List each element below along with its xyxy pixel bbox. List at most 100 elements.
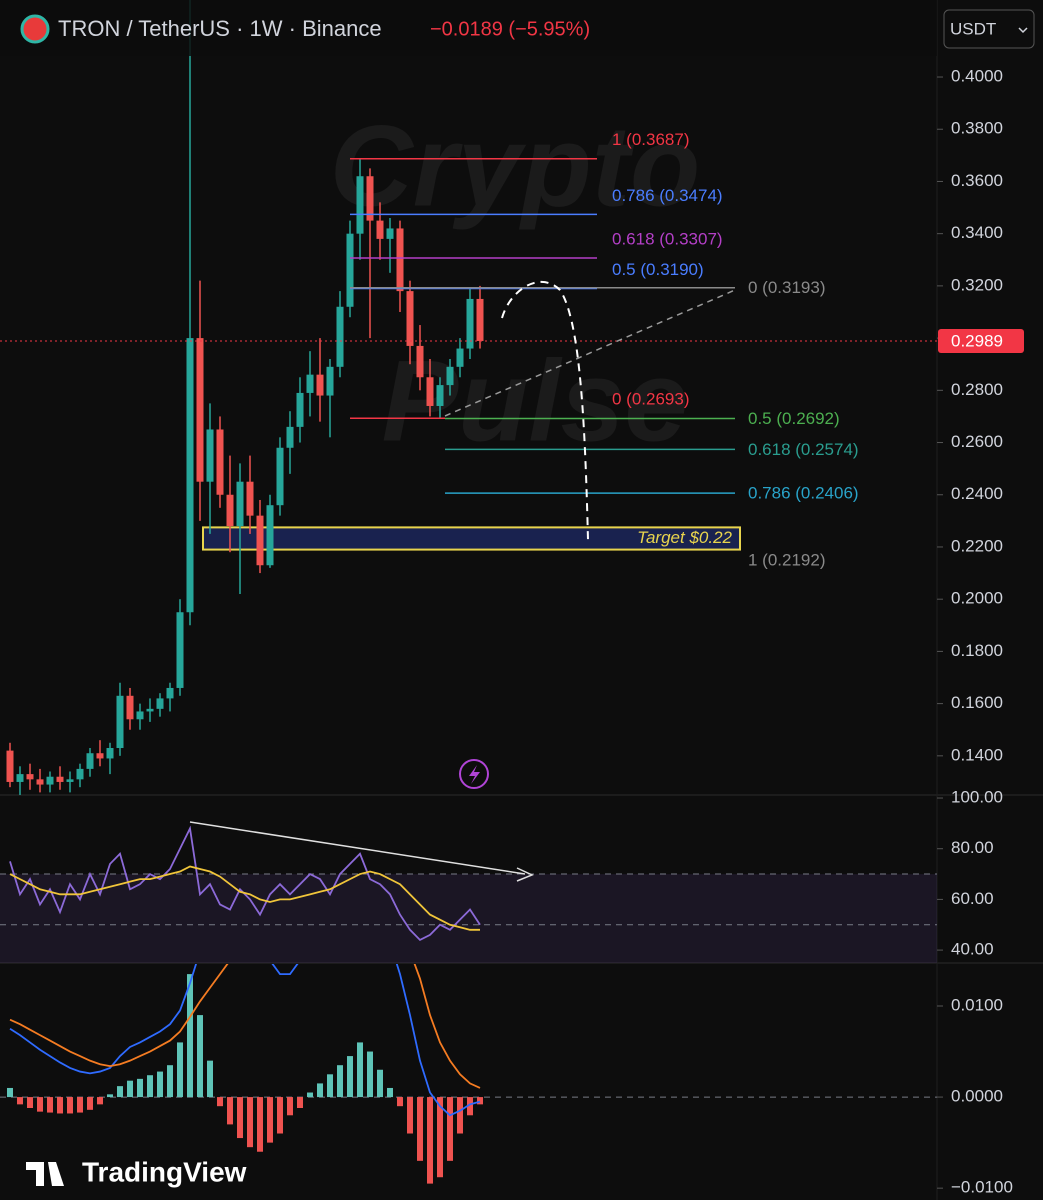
last-price-tag <box>938 328 1024 353</box>
y-tick-label: 0.3800 <box>951 119 1003 138</box>
series-line <box>9 825 481 942</box>
last-price-label: 0.2989 <box>951 331 1003 350</box>
currency-select[interactable] <box>943 9 1035 49</box>
candle-body <box>256 515 264 566</box>
series-line <box>9 865 480 931</box>
candle-body <box>56 776 64 782</box>
histogram-bar <box>317 1083 323 1098</box>
fib-label: 0.618 (0.2574) <box>748 440 859 459</box>
fib-label: 0 (0.3193) <box>748 278 826 297</box>
candle-body <box>86 753 94 769</box>
price-panel: Target $0.22 1 (0.3687) 0.786 (0.3474) 0.61… <box>0 0 937 795</box>
rsi-panel <box>0 825 937 963</box>
candle-body <box>206 429 214 482</box>
fib-label: 0.618 (0.3307) <box>612 229 723 248</box>
candle-body <box>356 176 364 234</box>
arrow-head <box>516 867 534 882</box>
histogram-bar <box>157 1071 163 1098</box>
histogram-bar <box>347 1056 353 1098</box>
histogram-bar <box>377 1069 383 1098</box>
y-tick-label: 0.1400 <box>951 745 1003 764</box>
y-tick-label: 0.1600 <box>951 693 1003 712</box>
histogram-bar <box>17 1097 23 1105</box>
histogram-bar <box>367 1051 373 1098</box>
y-tick-label: 60.00 <box>951 889 994 908</box>
histogram-bar <box>467 1097 473 1116</box>
candle-body <box>26 774 34 780</box>
candle-body <box>106 748 114 759</box>
candle-body <box>6 750 14 782</box>
candle-body <box>466 298 474 349</box>
fib-label: 0.5 (0.2692) <box>748 409 840 428</box>
macd-panel <box>0 964 937 1184</box>
target-label: Target $0.22 <box>637 528 732 547</box>
histogram-bar <box>397 1097 403 1107</box>
y-tick-label: 40.00 <box>951 940 994 959</box>
price-change: −0.0189 (−5.95%) <box>430 18 590 40</box>
candle-body <box>246 481 254 516</box>
candle-body <box>436 385 444 406</box>
histogram-bar <box>227 1097 233 1125</box>
histogram-bar <box>457 1097 463 1134</box>
candle-body <box>276 447 284 506</box>
series-line <box>9 964 481 1089</box>
histogram-bar <box>127 1080 133 1098</box>
histogram-bar <box>267 1097 273 1143</box>
candle-body <box>96 753 104 759</box>
fib-label: 0.786 (0.3474) <box>612 186 723 205</box>
y-tick-label: 80.00 <box>951 838 994 857</box>
histogram-bar <box>167 1065 173 1098</box>
fib-label: 0.5 (0.3190) <box>612 260 704 279</box>
candle-body <box>46 776 54 785</box>
histogram-bar <box>437 1097 443 1178</box>
y-tick-label: 0.2400 <box>951 484 1003 503</box>
histogram-bar <box>107 1094 113 1098</box>
histogram-bar <box>207 1060 213 1098</box>
candle-body <box>446 366 454 386</box>
candle-body <box>216 429 224 495</box>
candle-body <box>416 345 424 378</box>
fib-label: 1 (0.3687) <box>612 130 690 149</box>
candle-body <box>386 228 394 239</box>
histogram-bar <box>287 1097 293 1116</box>
histogram-bar <box>37 1097 43 1112</box>
candle-body <box>146 708 154 712</box>
candle-body <box>396 228 404 292</box>
histogram-bar <box>87 1097 93 1110</box>
y-tick-label: 0.1800 <box>951 641 1003 660</box>
candle-body <box>266 505 274 566</box>
candle-body <box>16 774 24 782</box>
coin-logo <box>20 14 50 44</box>
candle-body <box>116 695 124 749</box>
y-tick-label: 0.0100 <box>951 995 1003 1014</box>
histogram-bar <box>427 1097 433 1184</box>
candle-body <box>286 426 294 448</box>
rsi-band <box>0 874 937 963</box>
histogram-bar <box>297 1097 303 1109</box>
series-line <box>9 964 481 1117</box>
candle-body <box>166 687 174 699</box>
dropdown-caret <box>1018 27 1028 34</box>
y-tick-label: 0.2200 <box>951 536 1003 555</box>
histogram-bar <box>357 1042 363 1098</box>
candle-body <box>126 695 134 720</box>
candle-body <box>36 779 44 785</box>
plot-layer: Target $0.22 1 (0.3687) 0.786 (0.3474) 0.61… <box>0 0 937 1184</box>
fib-label: 1 (0.2192) <box>748 551 826 570</box>
projection-path <box>501 280 589 541</box>
histogram-bar <box>117 1086 123 1098</box>
symbol-title: TRON / TetherUS · 1W · Binance <box>58 16 382 41</box>
divergence-line <box>189 821 526 875</box>
currency-label: USDT <box>950 19 996 38</box>
histogram-bar <box>97 1097 103 1105</box>
histogram-bar <box>477 1097 483 1105</box>
candle-body <box>456 348 464 367</box>
candle-body <box>66 779 74 782</box>
candle-body <box>336 306 344 367</box>
y-tick-label: 0.2000 <box>951 589 1003 608</box>
histogram-bar <box>67 1097 73 1114</box>
candle-body <box>346 233 354 307</box>
lightning-icon <box>459 759 489 789</box>
